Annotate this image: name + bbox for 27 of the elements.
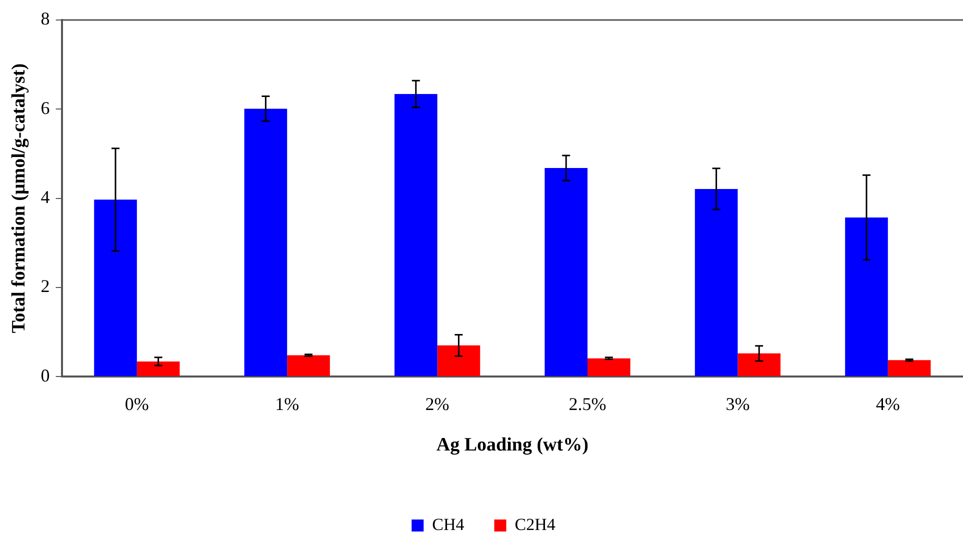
legend-label: C2H4 [514, 514, 556, 534]
x-tick-label: 4% [876, 394, 900, 414]
y-axis-title: Total formation (μmol/g-catalyst) [8, 63, 30, 334]
bar [888, 360, 931, 376]
bar [845, 217, 888, 376]
x-tick-label: 1% [275, 394, 300, 414]
bar [94, 200, 137, 376]
x-tick-label: 3% [726, 394, 750, 414]
bar [437, 345, 480, 376]
x-tick-label: 2% [425, 394, 450, 414]
y-tick-label: 0 [40, 365, 50, 386]
legend-label: CH4 [432, 514, 465, 534]
y-tick-label: 8 [40, 8, 50, 29]
x-tick-label: 2.5% [568, 394, 606, 414]
x-tick-label: 0% [124, 394, 149, 414]
y-tick-label: 6 [40, 98, 50, 118]
bar [136, 361, 180, 376]
bar [287, 355, 330, 376]
bar [244, 108, 288, 376]
y-tick-label: 2 [40, 276, 50, 296]
bar [394, 94, 438, 376]
bar [588, 358, 630, 376]
y-tick-label: 4 [40, 187, 50, 208]
x-axis-title: Ag Loading (wt%) [436, 434, 588, 456]
bar [544, 168, 588, 376]
bar [738, 353, 781, 376]
bar [694, 188, 738, 376]
